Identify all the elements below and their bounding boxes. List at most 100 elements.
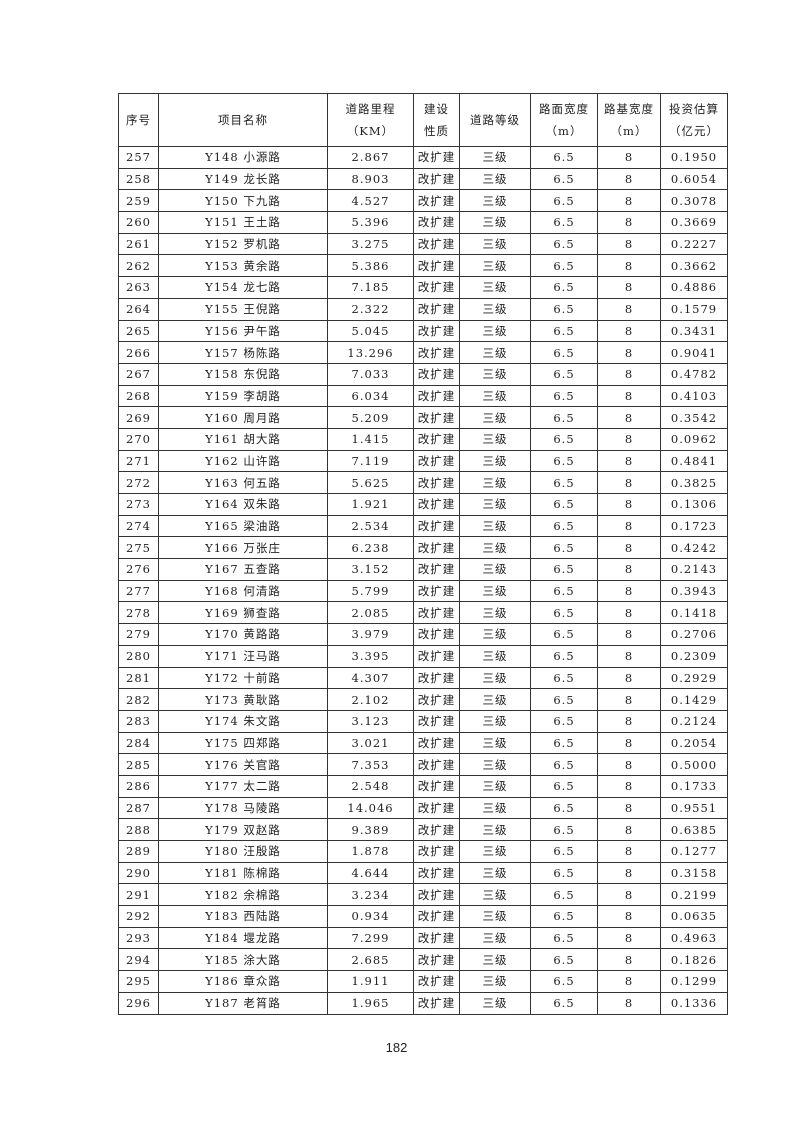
cell-subgrade-width: 8 <box>597 384 661 408</box>
cell-pavement-width: 6.5 <box>530 731 598 755</box>
header-construction-type: 建设 性质 <box>413 93 460 147</box>
cell-subgrade-width: 8 <box>597 666 661 690</box>
cell-road-grade: 三级 <box>459 146 531 169</box>
cell-seq: 262 <box>118 254 159 278</box>
cell-construction-type: 改扩建 <box>413 623 460 646</box>
cell-mileage: 6.238 <box>327 536 414 560</box>
cell-investment: 0.1950 <box>660 146 728 169</box>
table-row: 274 Y165 梁油路 2.534 改扩建 三级 6.5 8 0.1723 <box>118 514 728 538</box>
cell-subgrade-width: 8 <box>597 731 661 755</box>
cell-mileage: 3.021 <box>327 731 414 755</box>
cell-mileage: 5.045 <box>327 319 414 343</box>
table-row: 295 Y186 章众路 1.911 改扩建 三级 6.5 8 0.1299 <box>118 970 728 993</box>
cell-project-name: Y187 老筲路 <box>158 991 328 1015</box>
cell-mileage: 7.185 <box>327 276 414 299</box>
cell-investment: 0.3662 <box>660 254 728 278</box>
cell-construction-type: 改扩建 <box>413 666 460 690</box>
cell-seq: 270 <box>118 427 159 451</box>
cell-project-name: Y150 下九路 <box>158 189 328 213</box>
header-unit: （m） <box>610 124 648 138</box>
table-row: 283 Y174 朱文路 3.123 改扩建 三级 6.5 8 0.2124 <box>118 709 728 733</box>
table-row: 287 Y178 马陵路 14.046 改扩建 三级 6.5 8 0.9551 <box>118 796 728 820</box>
cell-road-grade: 三级 <box>459 666 531 690</box>
table-row: 264 Y155 王倪路 2.322 改扩建 三级 6.5 8 0.1579 <box>118 297 728 321</box>
cell-mileage: 8.903 <box>327 167 414 191</box>
cell-mileage: 2.867 <box>327 146 414 169</box>
cell-investment: 0.4841 <box>660 449 728 473</box>
cell-pavement-width: 6.5 <box>530 146 598 169</box>
cell-road-grade: 三级 <box>459 319 531 343</box>
cell-seq: 290 <box>118 861 159 885</box>
cell-pavement-width: 6.5 <box>530 493 598 516</box>
cell-project-name: Y165 梁油路 <box>158 514 328 538</box>
cell-construction-type: 改扩建 <box>413 427 460 451</box>
cell-investment: 0.3542 <box>660 406 728 429</box>
cell-mileage: 3.395 <box>327 644 414 668</box>
header-unit: 性质 <box>424 124 449 138</box>
cell-pavement-width: 6.5 <box>530 774 598 798</box>
cell-subgrade-width: 8 <box>597 774 661 798</box>
cell-construction-type: 改扩建 <box>413 514 460 538</box>
table-row: 279 Y170 黄路路 3.979 改扩建 三级 6.5 8 0.2706 <box>118 623 728 646</box>
cell-investment: 0.0962 <box>660 427 728 451</box>
cell-road-grade: 三级 <box>459 406 531 429</box>
cell-subgrade-width: 8 <box>597 167 661 191</box>
cell-investment: 0.2309 <box>660 644 728 668</box>
cell-road-grade: 三级 <box>459 644 531 668</box>
cell-subgrade-width: 8 <box>597 558 661 581</box>
cell-seq: 286 <box>118 774 159 798</box>
cell-investment: 0.6385 <box>660 818 728 841</box>
cell-road-grade: 三级 <box>459 514 531 538</box>
cell-pavement-width: 6.5 <box>530 514 598 538</box>
cell-seq: 274 <box>118 514 159 538</box>
header-pavement-width: 路面宽度 （m） <box>530 93 598 147</box>
cell-seq: 277 <box>118 579 159 603</box>
cell-subgrade-width: 8 <box>597 688 661 711</box>
page-number: 182 <box>385 1040 408 1055</box>
cell-investment: 0.9041 <box>660 341 728 364</box>
cell-mileage: 3.152 <box>327 558 414 581</box>
cell-road-grade: 三级 <box>459 731 531 755</box>
cell-construction-type: 改扩建 <box>413 276 460 299</box>
cell-project-name: Y174 朱文路 <box>158 709 328 733</box>
cell-subgrade-width: 8 <box>597 536 661 560</box>
header-unit: （m） <box>545 124 583 138</box>
cell-project-name: Y179 双赵路 <box>158 818 328 841</box>
cell-road-grade: 三级 <box>459 427 531 451</box>
cell-construction-type: 改扩建 <box>413 948 460 972</box>
table-row: 285 Y176 关官路 7.353 改扩建 三级 6.5 8 0.5000 <box>118 753 728 776</box>
table-row: 284 Y175 四郑路 3.021 改扩建 三级 6.5 8 0.2054 <box>118 731 728 755</box>
cell-construction-type: 改扩建 <box>413 688 460 711</box>
table-row: 286 Y177 太二路 2.548 改扩建 三级 6.5 8 0.1733 <box>118 774 728 798</box>
table-body: 257 Y148 小源路 2.867 改扩建 三级 6.5 8 0.1950 258 Y149 龙… <box>118 146 728 1015</box>
cell-project-name: Y163 何五路 <box>158 471 328 494</box>
cell-construction-type: 改扩建 <box>413 861 460 885</box>
cell-seq: 265 <box>118 319 159 343</box>
cell-project-name: Y155 王倪路 <box>158 297 328 321</box>
cell-investment: 0.0635 <box>660 905 728 928</box>
cell-project-name: Y167 五查路 <box>158 558 328 581</box>
header-line: 道路里程 <box>345 102 396 116</box>
cell-mileage: 4.307 <box>327 666 414 690</box>
cell-pavement-width: 6.5 <box>530 644 598 668</box>
table-row: 282 Y173 黄耿路 2.102 改扩建 三级 6.5 8 0.1429 <box>118 688 728 711</box>
cell-road-grade: 三级 <box>459 449 531 473</box>
cell-subgrade-width: 8 <box>597 796 661 820</box>
header-road-grade: 道路等级 <box>459 93 531 147</box>
table-row: 288 Y179 双赵路 9.389 改扩建 三级 6.5 8 0.6385 <box>118 818 728 841</box>
cell-pavement-width: 6.5 <box>530 297 598 321</box>
cell-project-name: Y162 山许路 <box>158 449 328 473</box>
cell-mileage: 5.386 <box>327 254 414 278</box>
cell-construction-type: 改扩建 <box>413 449 460 473</box>
cell-seq: 267 <box>118 362 159 386</box>
cell-subgrade-width: 8 <box>597 189 661 213</box>
cell-project-name: Y164 双朱路 <box>158 493 328 516</box>
cell-investment: 0.5000 <box>660 753 728 776</box>
cell-investment: 0.3825 <box>660 471 728 494</box>
cell-construction-type: 改扩建 <box>413 774 460 798</box>
cell-road-grade: 三级 <box>459 232 531 256</box>
table-row: 270 Y161 胡大路 1.415 改扩建 三级 6.5 8 0.0962 <box>118 427 728 451</box>
cell-subgrade-width: 8 <box>597 579 661 603</box>
cell-investment: 0.1733 <box>660 774 728 798</box>
cell-pavement-width: 6.5 <box>530 840 598 863</box>
